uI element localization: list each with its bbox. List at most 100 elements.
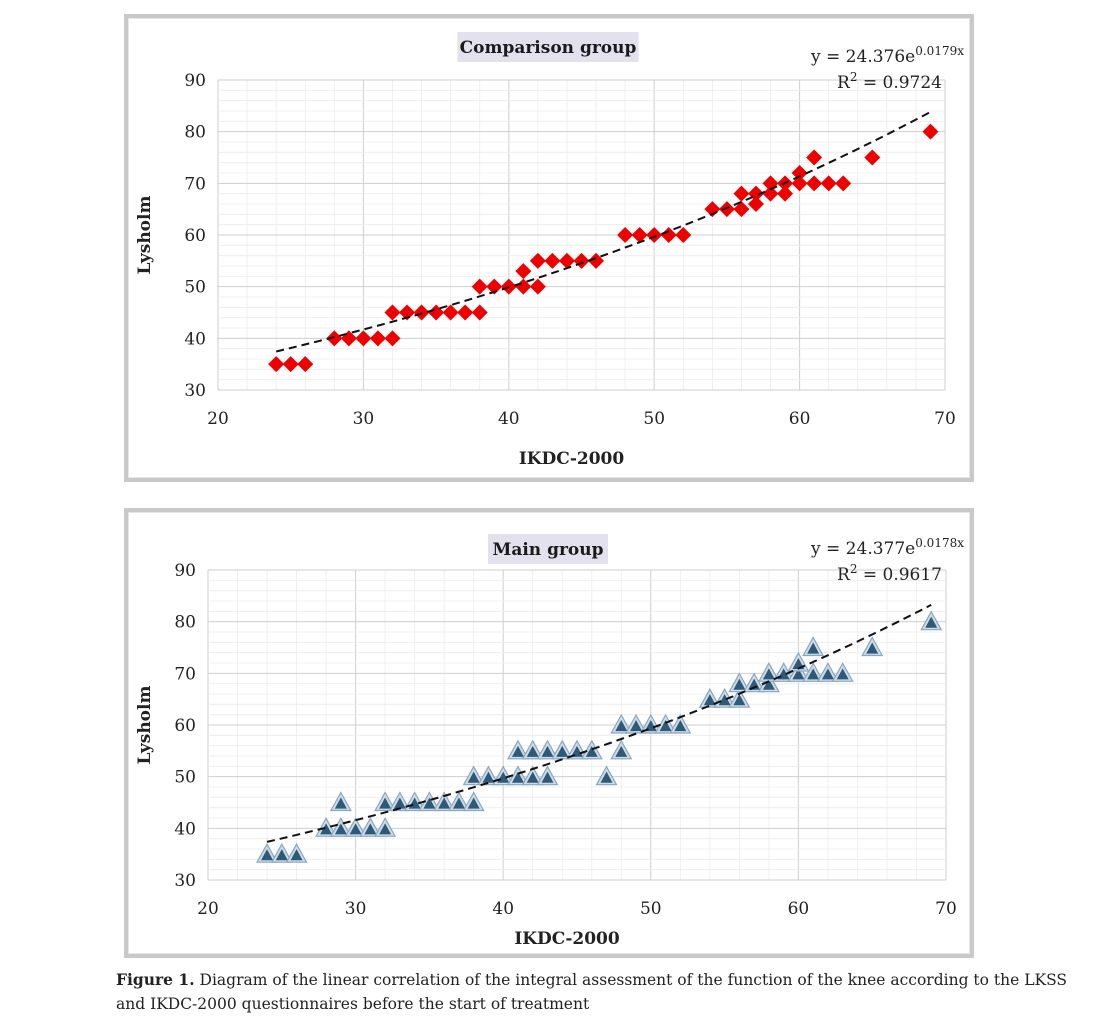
data-point-diamond <box>573 252 590 269</box>
y-tick-label: 30 <box>184 381 206 401</box>
data-point-triangle <box>423 797 436 809</box>
data-point-diamond <box>297 356 314 373</box>
data-point-diamond <box>617 227 634 243</box>
trendline-equation-base: y = 24.376e <box>810 47 915 67</box>
r-squared-label: R2 = 0.9724 <box>837 70 942 93</box>
data-point-triangle <box>364 823 377 835</box>
data-point-triangle <box>866 642 879 654</box>
data-point-diamond <box>558 252 575 269</box>
figure-caption-label: Figure 1. <box>116 970 195 989</box>
data-point-triangle <box>556 745 569 757</box>
data-point-diamond <box>646 227 663 243</box>
x-tick-label: 40 <box>498 409 520 429</box>
data-point-triangle <box>334 823 347 835</box>
data-point-triangle <box>379 797 392 809</box>
data-point-diamond <box>369 330 386 347</box>
data-point-triangle <box>438 797 451 809</box>
y-tick-label: 30 <box>174 871 196 891</box>
data-point-diamond <box>515 263 532 280</box>
data-point-diamond <box>835 175 852 192</box>
chart-title: Main group <box>488 534 608 564</box>
data-point-triangle <box>541 745 554 757</box>
data-point-diamond <box>355 330 372 347</box>
r-squared-exponent: 2 <box>850 562 858 576</box>
data-point-triangle <box>836 668 849 680</box>
data-point-triangle <box>807 668 820 680</box>
x-tick-label: 60 <box>789 409 811 429</box>
comparison-group-chart: 20 30 40 50 60 70 30 40 50 60 70 80 90 IKDC-2000 Lysho… <box>124 14 974 482</box>
y-tick-label: 50 <box>184 278 206 298</box>
data-points <box>256 610 943 863</box>
data-point-triangle <box>290 849 303 861</box>
data-point-triangle <box>467 797 480 809</box>
data-point-triangle <box>630 720 643 732</box>
data-point-diamond <box>806 175 823 192</box>
data-point-triangle <box>792 668 805 680</box>
chart-title: Comparison group <box>457 32 639 62</box>
r-squared-exponent: 2 <box>850 70 858 84</box>
data-point-diamond <box>384 304 401 321</box>
data-point-triangle <box>541 771 554 783</box>
x-tick-label: 40 <box>492 899 514 919</box>
data-point-diamond <box>777 185 794 202</box>
x-tick-label: 20 <box>197 899 219 919</box>
data-point-diamond <box>529 252 546 269</box>
data-point-diamond <box>718 201 735 218</box>
x-tick-label: 50 <box>640 899 662 919</box>
trendline-equation: y = 24.376e0.0179x <box>810 44 964 67</box>
data-point-diamond <box>588 252 605 269</box>
data-point-triangle <box>275 849 288 861</box>
data-point-diamond <box>544 252 561 269</box>
x-tick-label: 60 <box>788 899 810 919</box>
data-point-triangle <box>807 642 820 654</box>
data-point-triangle <box>349 823 362 835</box>
data-point-triangle <box>674 720 687 732</box>
trendline-equation-base: y = 24.377e <box>810 539 915 559</box>
data-point-diamond <box>268 356 285 373</box>
trend-line <box>266 604 932 843</box>
data-point-triangle <box>261 849 274 861</box>
x-tick-label: 70 <box>935 899 957 919</box>
data-point-triangle <box>615 745 628 757</box>
data-point-diamond <box>282 356 299 373</box>
figure-caption: Figure 1. Diagram of the linear correlat… <box>116 968 1101 1016</box>
data-point-triangle <box>334 797 347 809</box>
chart-title-background <box>488 534 608 564</box>
data-point-diamond <box>471 304 488 321</box>
data-point-diamond <box>631 227 648 243</box>
x-tick-label: 70 <box>934 409 956 429</box>
data-point-diamond <box>413 304 430 321</box>
data-point-triangle <box>320 823 333 835</box>
trend-line <box>275 111 931 353</box>
data-point-triangle <box>733 678 746 690</box>
trendline-equation: y = 24.377e0.0178x <box>810 536 964 559</box>
data-point-triangle <box>511 745 524 757</box>
trendline-equation-exponent: 0.0178x <box>915 536 964 550</box>
data-point-diamond <box>457 304 474 321</box>
data-points <box>268 123 939 373</box>
chart-title-text: Main group <box>493 540 604 560</box>
data-point-diamond <box>399 304 416 321</box>
grid-lines <box>207 569 947 881</box>
comparison-group-plot: 20 30 40 50 60 7030405060708090IKDC-2000Lysho… <box>135 32 964 469</box>
data-point-triangle <box>733 694 746 706</box>
y-tick-label: 40 <box>174 819 196 839</box>
x-axis-title: IKDC-2000 <box>519 449 625 469</box>
data-point-triangle <box>615 720 628 732</box>
main-group-plot: 20 30 40 50 60 7030405060708090IKDC-2000Lysho… <box>135 534 964 949</box>
x-tick-label: 20 <box>207 409 229 429</box>
y-axis-title: Lysholm <box>135 686 155 765</box>
data-point-diamond <box>791 165 808 181</box>
data-point-diamond <box>806 149 823 166</box>
y-axis-title: Lysholm <box>135 196 155 275</box>
y-tick-label: 70 <box>184 174 206 194</box>
main-group-chart: 20 30 40 50 60 70 30 40 50 60 70 80 90 IKDC-2000 Lysho… <box>124 508 974 958</box>
data-point-diamond <box>864 149 881 166</box>
chart-title-text: Comparison group <box>460 38 637 58</box>
data-point-diamond <box>384 330 401 347</box>
data-point-triangle <box>762 678 775 690</box>
data-point-diamond <box>733 185 750 202</box>
y-tick-label: 70 <box>174 664 196 684</box>
data-point-triangle <box>526 745 539 757</box>
y-tick-label: 80 <box>184 123 206 143</box>
